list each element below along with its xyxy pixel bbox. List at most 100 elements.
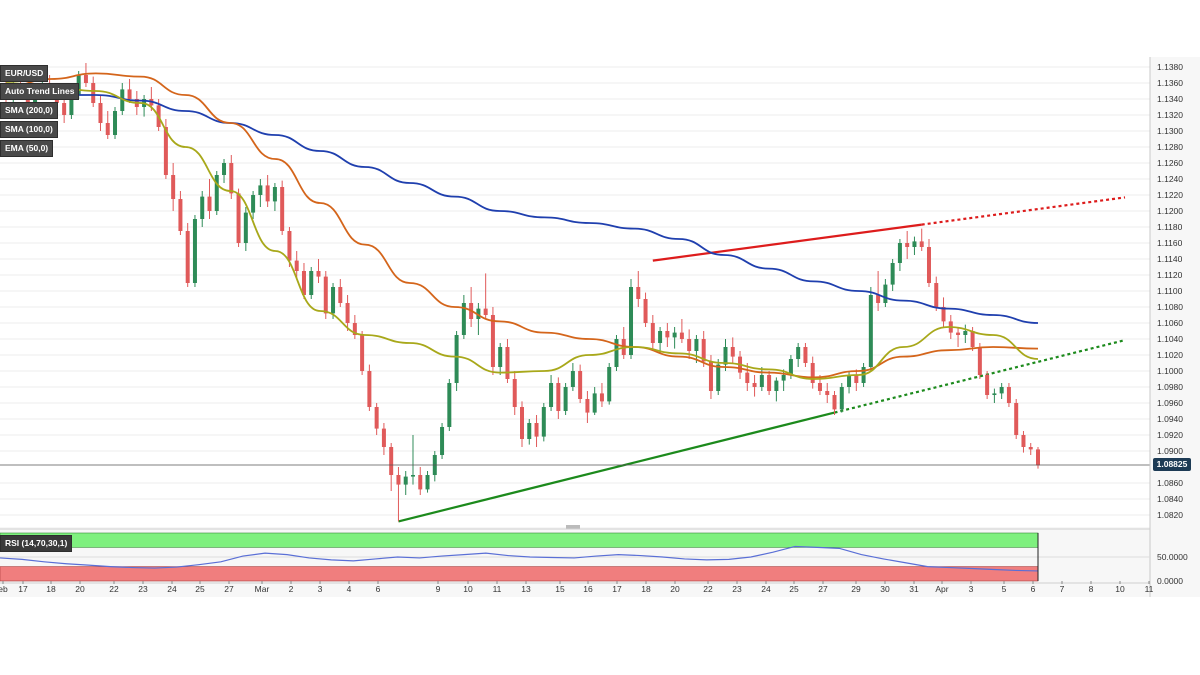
chart-frame: 1.1380 1.1360 1.1340 1.1320 1.1300 1.1280 1.12…: [0, 57, 1200, 597]
candle-body: [570, 371, 575, 387]
candle: [396, 467, 401, 522]
price-tick-label: 1.0860: [1157, 478, 1183, 488]
time-tick-label: 3: [318, 584, 323, 594]
price-tick-label: 1.1020: [1157, 350, 1183, 360]
time-tick-label: 11: [493, 584, 502, 594]
candle-body: [301, 271, 306, 295]
time-axis: eb 17 18 20 22 23 24 25 27 Mar 2 3 4 6 9 10 11 13 15 16 17 18…: [0, 581, 1154, 594]
candle-body: [461, 303, 466, 335]
candle: [294, 251, 299, 279]
candle-body: [934, 283, 939, 307]
candle-body: [897, 243, 902, 263]
candle: [331, 283, 336, 319]
candle: [374, 403, 379, 435]
badge-sma-100[interactable]: SMA (100,0): [0, 121, 58, 138]
badge-auto-trend-lines[interactable]: Auto Trend Lines: [0, 83, 80, 100]
time-tick-label: 3: [969, 584, 974, 594]
price-tick-label: 1.1120: [1157, 270, 1183, 280]
candle-body: [716, 364, 721, 391]
candle: [171, 163, 176, 211]
price-tick-label: 1.1140: [1157, 254, 1183, 264]
candle: [956, 327, 961, 347]
time-tick-label: 30: [880, 584, 890, 594]
candle: [447, 379, 452, 431]
candle: [556, 377, 561, 419]
candle: [476, 303, 481, 335]
candle-body: [171, 175, 176, 199]
candle-body: [200, 196, 205, 219]
moving-averages: [5, 72, 1039, 380]
time-tick-label: 24: [761, 584, 771, 594]
candle-body: [541, 407, 546, 437]
candle: [810, 356, 815, 389]
time-tick-label: 25: [789, 584, 799, 594]
time-tick-label: 7: [1060, 584, 1065, 594]
candle: [926, 239, 931, 287]
candle: [1006, 383, 1011, 407]
time-tick-label: eb: [0, 584, 8, 594]
price-tick-label: 1.1080: [1157, 302, 1183, 312]
price-tick-label: 1.0820: [1157, 510, 1183, 520]
candle-body: [381, 428, 386, 447]
time-tick-label: 18: [641, 584, 651, 594]
candle: [992, 388, 997, 403]
candle: [636, 271, 641, 307]
candle: [192, 215, 197, 287]
badge-sma-200[interactable]: SMA (200,0): [0, 102, 58, 119]
candle: [1028, 443, 1033, 455]
candle: [316, 259, 321, 283]
price-tick-label: 1.1240: [1157, 174, 1183, 184]
candle-body: [781, 375, 786, 381]
pane-resize-handle[interactable]: [566, 525, 580, 529]
candle-body: [694, 339, 699, 351]
candle-body: [490, 315, 495, 367]
candle: [1021, 431, 1026, 453]
rsi-badge[interactable]: RSI (14,70,30,1): [0, 535, 73, 552]
support-trend-line: [398, 411, 835, 523]
candle-body: [127, 89, 132, 99]
candle: [963, 324, 968, 343]
trend-lines: [398, 196, 1126, 523]
price-tick-label: 1.1360: [1157, 78, 1183, 88]
symbol-badge[interactable]: EUR/USD: [0, 65, 49, 82]
candle: [338, 279, 343, 307]
candle: [541, 403, 546, 442]
candle-body: [120, 89, 125, 111]
price-tick-label: 1.0900: [1157, 446, 1183, 456]
candle: [178, 191, 183, 235]
candle-body: [578, 371, 583, 399]
candle: [672, 327, 677, 349]
candle-body: [447, 383, 452, 427]
candle-body: [599, 393, 604, 402]
candle-body: [338, 287, 343, 303]
price-chart[interactable]: 1.1380 1.1360 1.1340 1.1320 1.1300 1.1280 1.12…: [0, 57, 1200, 597]
candle: [832, 391, 837, 415]
candle: [941, 297, 946, 327]
candle-body: [767, 375, 772, 391]
candle-body: [214, 175, 219, 211]
candle: [381, 423, 386, 455]
candle-body: [941, 307, 946, 322]
time-tick-label: 24: [167, 584, 177, 594]
candle: [665, 323, 670, 347]
resistance-trend-line-projection: [921, 196, 1126, 226]
candle: [367, 364, 372, 411]
candle: [461, 295, 466, 339]
candle: [607, 363, 612, 405]
time-tick-label: 10: [1115, 584, 1125, 594]
candle-body: [803, 347, 808, 363]
price-tick-label: 1.0840: [1157, 494, 1183, 504]
candle-body: [977, 347, 982, 375]
candle-body: [498, 347, 503, 367]
price-tick-label: 1.1040: [1157, 334, 1183, 344]
candle-body: [614, 339, 619, 367]
candle-body: [585, 399, 590, 413]
candle: [803, 343, 808, 367]
badge-ema-50[interactable]: EMA (50,0): [0, 140, 54, 157]
candle: [658, 327, 663, 354]
candle-body: [396, 475, 401, 485]
time-tick-label: 20: [670, 584, 680, 594]
candle: [236, 188, 241, 247]
price-tick-label: 1.1060: [1157, 318, 1183, 328]
candle: [759, 367, 764, 391]
